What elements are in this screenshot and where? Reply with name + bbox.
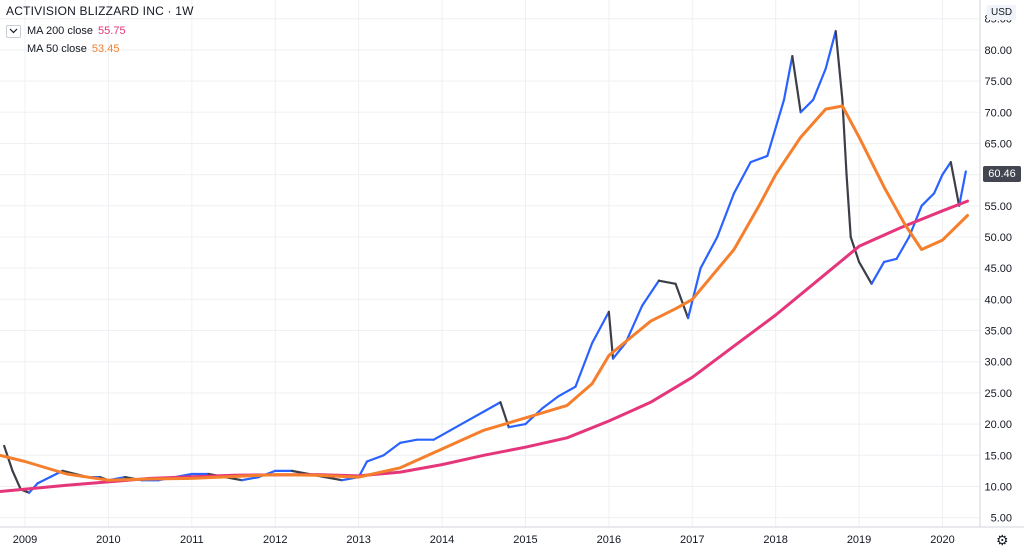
y-tick-label: 80.00	[984, 45, 1012, 57]
price-segment	[766, 98, 786, 158]
price-segment	[11, 469, 22, 491]
price-segment	[958, 170, 967, 207]
x-tick-label: 2020	[930, 534, 954, 546]
price-segment	[686, 267, 702, 320]
ma200-line	[0, 199, 969, 493]
price-segment	[841, 98, 848, 176]
x-tick-label: 2013	[346, 534, 370, 546]
y-tick-label: 20.00	[984, 419, 1012, 431]
last-price-tag: 60.46	[983, 166, 1021, 182]
price-segment	[449, 419, 469, 432]
ma200-line-group	[0, 199, 969, 493]
price-segment	[870, 260, 886, 285]
price-segment	[716, 192, 736, 239]
price-segment	[641, 279, 660, 307]
price-segment	[845, 173, 852, 239]
price-segment	[941, 161, 952, 176]
y-tick-label: 40.00	[984, 294, 1012, 306]
y-tick-label: 10.00	[984, 481, 1012, 493]
currency-label[interactable]: USD	[987, 5, 1017, 20]
price-segment	[36, 476, 52, 485]
price-segment	[432, 429, 452, 441]
price-segment	[895, 235, 911, 260]
x-tick-label: 2014	[430, 534, 454, 546]
price-segment	[920, 192, 936, 207]
price-segment	[624, 304, 644, 345]
y-tick-label: 30.00	[984, 357, 1012, 369]
ma50-line	[0, 104, 969, 482]
chart-legend: ACTIVISION BLIZZARD INC · 1W MA 200 clos…	[6, 4, 194, 58]
price-segment	[382, 441, 402, 457]
x-tick-label: 2015	[513, 534, 537, 546]
gear-icon[interactable]: ⚙	[996, 532, 1009, 548]
price-segment	[324, 476, 344, 482]
y-tick-label: 75.00	[984, 76, 1012, 88]
price-segment	[949, 161, 961, 207]
price-segment	[365, 454, 385, 463]
legend-row-ma50[interactable]: MA 50 close 53.45	[6, 40, 194, 58]
price-segment	[699, 235, 719, 270]
y-tick-label: 50.00	[984, 232, 1012, 244]
price-segment	[557, 385, 577, 398]
price-segment	[674, 282, 690, 320]
y-tick-label: 5.00	[991, 513, 1012, 525]
y-tick-label: 70.00	[984, 107, 1012, 119]
price-segment	[732, 161, 752, 195]
price-segment	[465, 410, 485, 423]
x-tick-label: 2016	[597, 534, 621, 546]
legend-row-ma200[interactable]: MA 200 close 55.75	[6, 22, 194, 40]
price-segment	[791, 55, 802, 114]
x-tick-label: 2019	[847, 534, 871, 546]
grid-lines	[0, 0, 980, 527]
ma50-label: MA 50 close	[27, 43, 87, 55]
price-segment	[657, 279, 677, 285]
ma50-line-group	[0, 104, 969, 482]
price-segment	[812, 67, 827, 101]
price-segment	[541, 394, 560, 410]
price-segment	[507, 422, 527, 429]
price-segment	[574, 341, 594, 388]
x-tick-label: 2009	[13, 534, 37, 546]
x-tick-label: 2010	[96, 534, 120, 546]
price-segment	[882, 257, 898, 264]
y-tick-label: 45.00	[984, 263, 1012, 275]
ma200-label: MA 200 close	[27, 25, 94, 37]
price-segment	[834, 30, 844, 101]
y-tick-label: 35.00	[984, 326, 1012, 338]
time-axis[interactable]: 2009 2010 2011 2012 2013 2014 2015 2016 2017 2018…	[13, 534, 955, 546]
price-segment	[857, 260, 873, 285]
price-axis[interactable]: 85.0080.0075.0070.0065.0060.0055.0050.00…	[984, 14, 1012, 525]
price-segment	[240, 476, 260, 482]
x-tick-label: 2011	[180, 534, 204, 546]
y-tick-label: 15.00	[984, 450, 1012, 462]
price-segment	[933, 173, 944, 195]
ma50-value: 53.45	[91, 43, 120, 55]
price-segment	[749, 154, 769, 164]
x-tick-label: 2018	[763, 534, 787, 546]
price-bars	[3, 30, 967, 494]
price-segment	[591, 310, 610, 345]
price-segment	[399, 438, 419, 444]
symbol-title[interactable]: ACTIVISION BLIZZARD INC · 1W	[6, 4, 194, 18]
price-segment	[824, 30, 837, 70]
chevron-down-icon[interactable]	[6, 24, 21, 38]
y-tick-label: 55.00	[984, 201, 1012, 213]
price-segment	[782, 55, 794, 101]
ma200-value: 55.75	[98, 25, 126, 37]
price-segment	[611, 341, 627, 360]
x-tick-label: 2012	[263, 534, 287, 546]
price-segment	[482, 401, 502, 413]
y-tick-label: 25.00	[984, 388, 1012, 400]
y-tick-label: 65.00	[984, 138, 1012, 150]
price-segment	[799, 98, 815, 114]
x-tick-label: 2017	[680, 534, 704, 546]
